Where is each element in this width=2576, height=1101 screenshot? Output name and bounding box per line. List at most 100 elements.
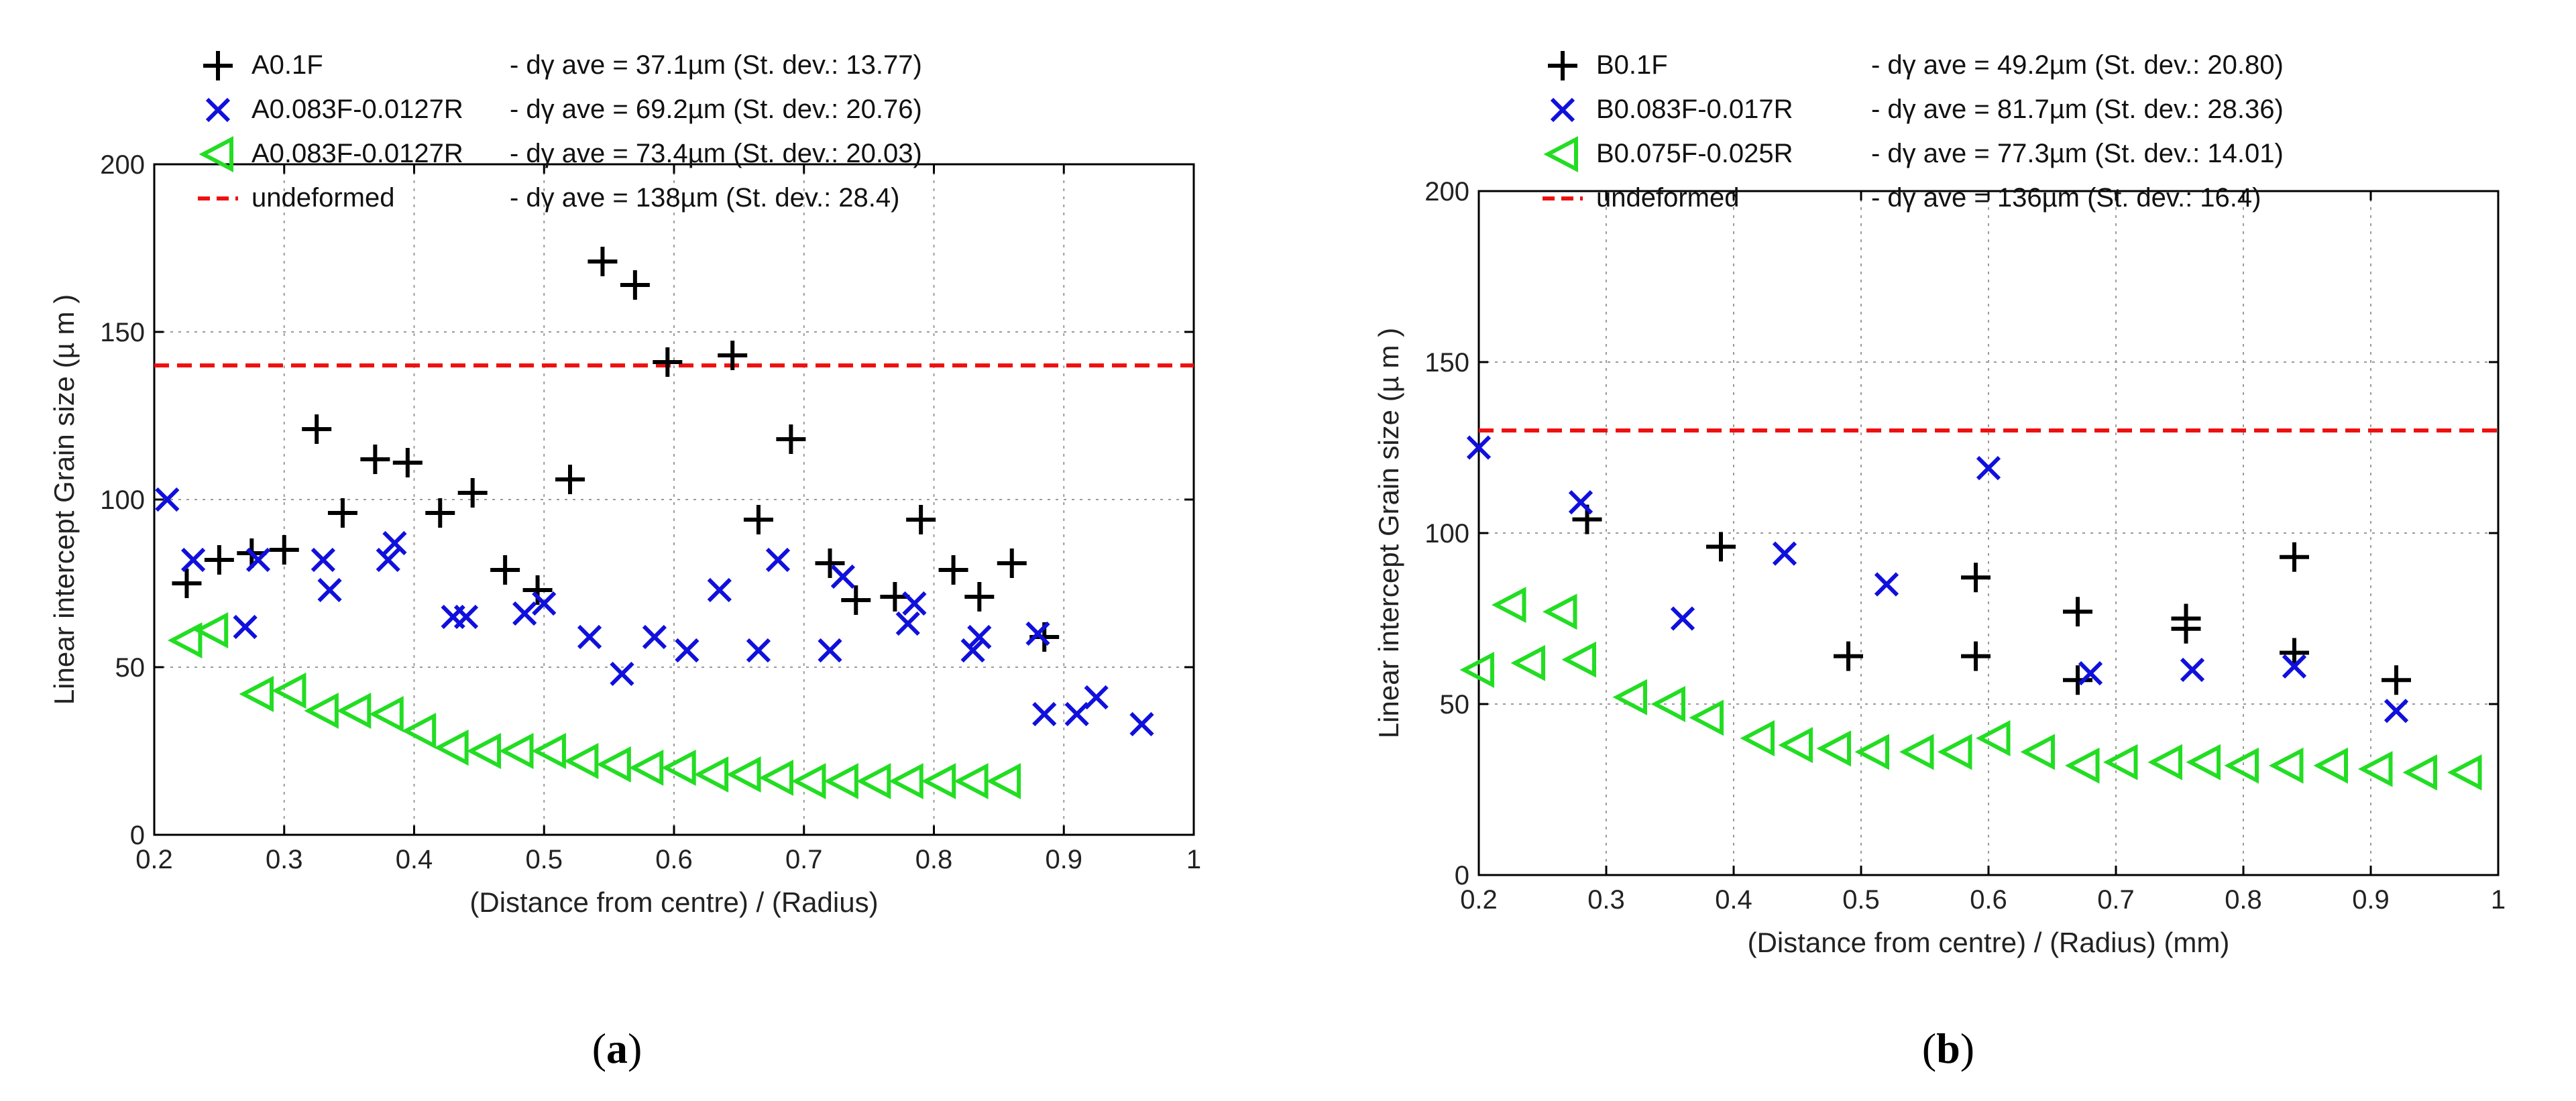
series-2-point-11: [1854, 734, 1889, 770]
series-2-point-13: [1938, 734, 1972, 770]
series-0-point-4: [302, 414, 332, 444]
series-0-point-6: [2063, 665, 2092, 695]
series-0-point-18: [776, 424, 806, 454]
legend-label-1: A0.083F-0.0127R: [251, 95, 463, 124]
series-2-point-17: [2103, 744, 2138, 780]
chart-b-x-axis-label: (Distance from centre) / (Radius) (mm): [1748, 927, 2230, 958]
series-2-point-7: [1689, 699, 1724, 736]
series-1-point-6: [2078, 660, 2103, 686]
series-1-point-2: [233, 614, 258, 640]
legend-label-1: B0.083F-0.017R: [1596, 95, 1793, 124]
series-2-point-18: [759, 760, 793, 796]
chart-b-panel-label: (b): [1922, 1025, 1974, 1072]
series-2-point-22: [2313, 747, 2348, 784]
series-1-point-29: [1129, 711, 1154, 737]
legend-stats-0: - dγ ave = 37.1µm (St. dev.: 13.77): [510, 50, 922, 80]
legend-label-0: A0.1F: [251, 50, 323, 80]
series-1-point-21: [895, 611, 920, 636]
legend-marker-2: [199, 136, 233, 172]
series-0-point-14: [620, 270, 650, 300]
series-1-point-9: [453, 604, 479, 630]
chart-a-x-ticks: 0.2 0.3 0.4 0.5 0.6 0.7 0.8 0.9 1: [135, 164, 1201, 874]
legend-marker-2: [1543, 136, 1578, 172]
series-2-point-11: [531, 733, 566, 769]
series-1-point-24: [967, 624, 992, 650]
series-0-point-12: [555, 465, 585, 494]
series-1-point-0: [155, 487, 180, 512]
legend-label-2: B0.075F-0.025R: [1596, 139, 1793, 168]
series-1-point-5: [1976, 455, 2001, 481]
series-0-point-1: [204, 545, 234, 575]
series-1-point-5: [317, 577, 342, 603]
series-0-point-25: [997, 548, 1027, 578]
series-2-point-16: [2065, 747, 2100, 784]
series-2-point-5: [1612, 679, 1647, 715]
series-2-point-0: [167, 622, 203, 658]
y-tick-label: 100: [1424, 519, 1469, 548]
x-tick-label: 0.6: [655, 845, 693, 874]
series-2-point-4: [1561, 641, 1596, 678]
series-2-point-14: [1976, 720, 2011, 756]
series-1-point-4: [1874, 572, 1899, 597]
series-1-point-10: [512, 601, 537, 626]
series-1-point-9: [2384, 699, 2409, 723]
series-0-point-19: [815, 548, 845, 578]
x-tick-label: 0.6: [1970, 885, 2007, 915]
series-2-point-6: [1650, 686, 1685, 722]
series-1-point-18: [765, 547, 791, 573]
x-tick-label: 0.9: [1045, 845, 1082, 874]
y-tick-label: 50: [1440, 690, 1470, 719]
series-2-point-23: [2358, 750, 2393, 787]
series-0-point-2: [1834, 641, 1863, 671]
series-1-point-28: [1084, 685, 1109, 710]
series-2-point-24: [2402, 754, 2437, 791]
series-0-point-6: [360, 445, 390, 474]
legend-marker-1: [1550, 97, 1575, 123]
legend-stats-2: - dγ ave = 73.4µm (St. dev.: 20.03): [510, 139, 922, 168]
series-1-point-17: [746, 638, 771, 663]
series-2-point-18: [2147, 744, 2182, 780]
series-1-point-20: [830, 564, 856, 589]
legend-label-3: undeformed: [251, 183, 394, 213]
series-1-point-19: [818, 638, 842, 663]
series-2-point-15: [2020, 734, 2055, 770]
series-1-point-4: [311, 547, 335, 573]
series-1-point-12: [577, 624, 602, 650]
series-1-point-7: [2180, 657, 2205, 683]
chart-b: 0 50 100 150 200 0.2 0.3 0.4 0.5 0.6 0.7 0.8 0.9 1 L…: [1373, 50, 2506, 1072]
chart-b-legend: B0.1F - dγ ave = 49.2µm (St. dev.: 20.80)…: [1543, 50, 2284, 213]
series-0-point-10: [490, 555, 520, 585]
series-2-point-3: [271, 673, 306, 709]
chart-a-marks: [155, 247, 1154, 799]
chart-a-panel-label: (a): [592, 1025, 642, 1072]
x-tick-label: 0.9: [2352, 885, 2390, 915]
x-tick-label: 0.5: [525, 845, 563, 874]
legend-marker-0: [203, 51, 233, 80]
series-0-point-17: [743, 505, 773, 534]
series-0-point-0: [172, 569, 202, 598]
x-tick-label: 0.4: [396, 845, 433, 874]
y-tick-label: 0: [130, 821, 145, 850]
series-2-point-12: [563, 743, 599, 779]
series-0-point-15: [653, 347, 683, 377]
chart-a-legend: A0.1F - dγ ave = 37.1µm (St. dev.: 13.77)…: [198, 50, 922, 213]
series-0-point-16: [718, 341, 748, 370]
series-0-point-22: [906, 505, 936, 534]
series-2-point-6: [369, 696, 404, 732]
series-2-point-0: [1459, 652, 1494, 688]
series-2-point-21: [2269, 747, 2304, 784]
x-tick-label: 0.8: [915, 845, 953, 874]
series-1-point-1: [1568, 489, 1593, 515]
y-tick-label: 150: [100, 318, 145, 347]
legend-label-2: A0.083F-0.0127R: [251, 139, 463, 168]
series-0-point-9: [2280, 542, 2309, 572]
series-1-point-27: [1064, 701, 1089, 727]
legend-marker-1: [205, 97, 231, 123]
series-2-point-17: [726, 756, 761, 793]
chart-b-panel-letter: b: [1936, 1025, 1960, 1072]
y-tick-label: 150: [1424, 348, 1469, 378]
series-2-point-1: [193, 612, 229, 648]
series-1-point-23: [960, 638, 985, 663]
legend-stats-3: - dγ ave = 138µm (St. dev.: 28.4): [510, 183, 899, 213]
series-1-point-14: [642, 624, 667, 650]
